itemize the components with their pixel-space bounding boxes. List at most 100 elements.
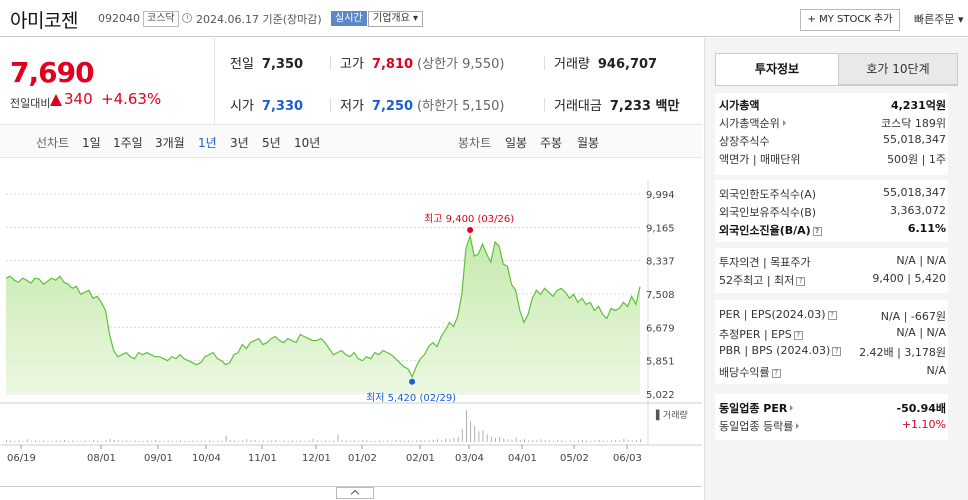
sector-per-row[interactable]: 동일업종 PER -50.94배 (719, 402, 946, 415)
volume-bar (238, 440, 240, 442)
tab-weekly[interactable]: 주봉 (540, 136, 563, 150)
help-icon[interactable]: ? (832, 347, 842, 356)
volume-bar (192, 440, 194, 442)
market-cap-rank-row[interactable]: 시가총액순위 코스닥 189위 (719, 117, 946, 130)
price-summary: 7,690 전일대비 340 +4.63% (0, 38, 215, 124)
volume-bar (76, 440, 78, 442)
change-label: 전일대비 (10, 97, 51, 110)
volume-bar (412, 440, 414, 442)
change-value: 340 (64, 90, 93, 108)
tab-5y[interactable]: 5년 (262, 136, 281, 150)
x-tick-label: 01/02 (348, 453, 377, 464)
volume-bar (88, 440, 90, 442)
volume-bar (536, 440, 538, 442)
volume-bar (403, 440, 405, 442)
volume-bar (225, 435, 227, 442)
volume-bar (374, 440, 376, 442)
collapse-chart-button[interactable] (336, 487, 374, 499)
tab-daily[interactable]: 일봉 (505, 136, 528, 150)
divider (0, 36, 968, 37)
pbr-row: PBR | BPS (2024.03)? 2.42배 | 3,178원 (719, 344, 946, 359)
caret-right-icon (790, 405, 794, 411)
valuation-box: PER | EPS(2024.03)? N/A | -667원 추정PER | … (715, 300, 948, 384)
volume-bar (387, 440, 389, 442)
quick-order-dropdown[interactable]: 빠른주문 ▾ (914, 13, 964, 26)
volume-bar (407, 440, 409, 442)
volume-bar (109, 438, 111, 442)
volume-bar (623, 438, 625, 442)
header: 아미코젠 092040 코스닥 2024.06.17 기준(장마감) 실시간 기… (0, 0, 968, 38)
volume-bar (635, 439, 637, 442)
volume-bar (611, 440, 612, 442)
par-row: 액면가 | 매매단위 500원 | 1주 (719, 153, 946, 166)
volume-bar (254, 439, 256, 442)
company-info-dropdown[interactable]: 기업개요 ▾ (368, 11, 423, 27)
help-icon[interactable]: ? (793, 331, 803, 340)
divider (544, 98, 545, 112)
shares-row: 상장주식수 55,018,347 (719, 133, 946, 148)
x-tick-label: 05/02 (560, 453, 589, 464)
volume-bar (366, 440, 368, 442)
volume-bar (300, 440, 302, 442)
live-button[interactable]: 실시간 (331, 11, 367, 26)
tab-monthly[interactable]: 월봉 (577, 136, 600, 150)
volume-bar (275, 439, 277, 442)
tab-1w[interactable]: 1주일 (113, 136, 143, 150)
volume-bar (229, 439, 231, 442)
volume-bar (142, 440, 144, 442)
volume-bar (167, 440, 169, 442)
help-icon[interactable]: ? (771, 369, 781, 378)
sector-change-row[interactable]: 동일업종 등락률 +1.10% (719, 418, 946, 433)
volume-bar (316, 440, 318, 442)
divider (544, 56, 545, 70)
caret-right-icon (796, 423, 800, 429)
x-tick-label: 11/01 (248, 453, 277, 464)
clock-icon (182, 13, 192, 23)
volume-bar (35, 440, 36, 442)
volume-bar (466, 410, 467, 442)
market-cap-box: 시가총액 4,231억원 시가총액순위 코스닥 189위 상장주식수 55,01… (715, 93, 948, 175)
volume-bar (416, 440, 418, 442)
divider (330, 56, 331, 70)
tab-3m[interactable]: 3개월 (155, 136, 185, 150)
volume-bar (6, 439, 7, 442)
volume-bar (345, 440, 347, 442)
current-price: 7,690 (10, 56, 95, 89)
volume-bar (117, 440, 119, 442)
price-chart[interactable]: 9,994 9,165 8,337 7,508 6,679 5,851 5,022 최고 9,… (0, 160, 702, 470)
volume-bar (159, 440, 161, 442)
help-icon[interactable]: ? (827, 311, 837, 320)
tab-1y[interactable]: 1년 (198, 136, 217, 150)
x-tick-label: 06/03 (613, 453, 642, 464)
volume-bar (196, 440, 198, 442)
tab-3y[interactable]: 3년 (230, 136, 249, 150)
volume-bar (312, 438, 314, 442)
dividend-row: 배당수익률? N/A (719, 364, 946, 379)
sector-box: 동일업종 PER -50.94배 동일업종 등락률 +1.10% (715, 394, 948, 440)
volume-bar (267, 440, 269, 442)
volume-bar (437, 439, 438, 442)
tab-1d[interactable]: 1일 (82, 136, 101, 150)
volume-bar (557, 439, 559, 442)
volume-bar (130, 440, 132, 442)
volume-bar (349, 440, 351, 442)
volume-bar (105, 440, 107, 442)
tab-orderbook[interactable]: 호가 10단계 (838, 53, 958, 85)
volume-bar (209, 440, 210, 442)
volume-bar (395, 439, 397, 442)
help-icon[interactable]: ? (812, 227, 822, 236)
low-annotation: 최저 5,420 (02/29) (366, 392, 456, 404)
volume-bar (262, 440, 264, 442)
help-icon[interactable]: ? (796, 277, 806, 286)
volume-bar (213, 440, 215, 442)
volume-bar (441, 440, 443, 442)
volume-bar (14, 440, 16, 442)
y-tick-label: 8,337 (646, 257, 675, 268)
foreign-ratio-row: 외국인소진율(B/A)? 6.11% (719, 222, 946, 237)
foreign-hold-row: 외국인보유주식수(B) 3,363,072 (719, 204, 946, 219)
add-mystock-button[interactable]: + MY STOCK 추가 (800, 9, 900, 31)
tab-10y[interactable]: 10년 (294, 136, 321, 150)
y-tick-label: 9,165 (646, 223, 675, 234)
tab-invest-info[interactable]: 투자정보 (715, 53, 839, 85)
